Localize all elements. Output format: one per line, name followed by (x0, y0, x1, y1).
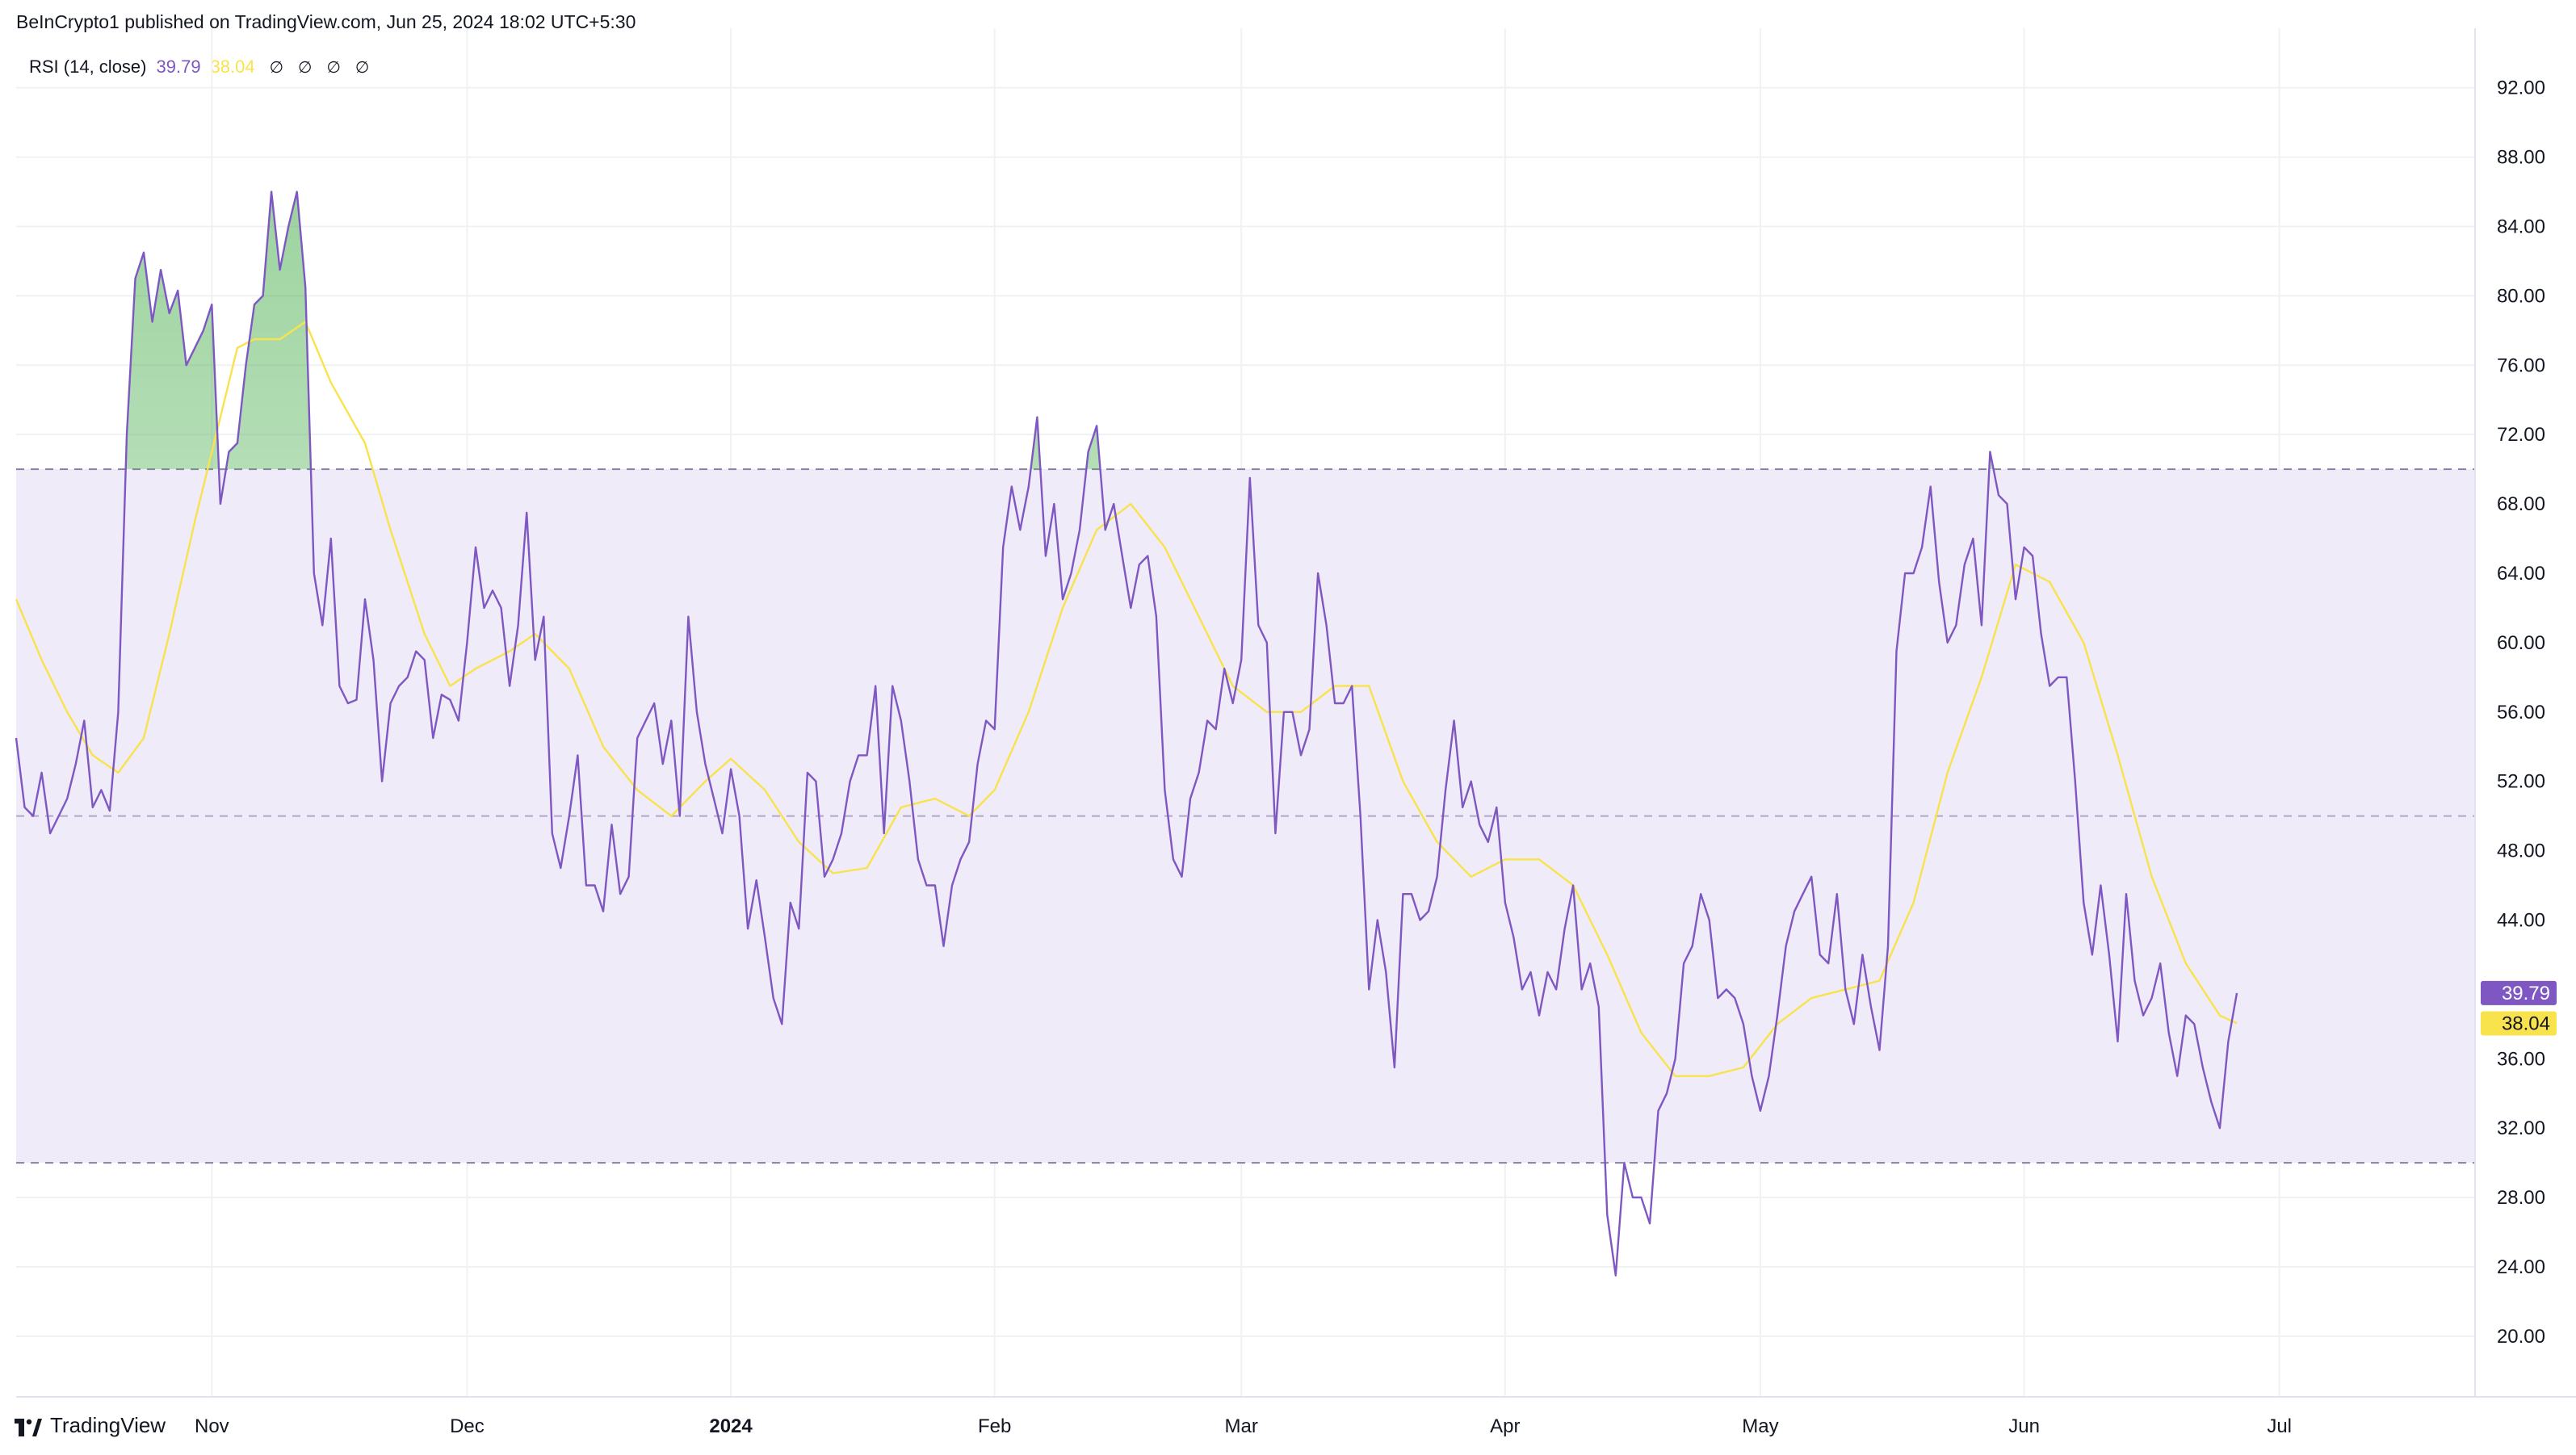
x-tick-label: Jul (2267, 1415, 2292, 1437)
y-tick-label: 68.00 (2497, 493, 2545, 515)
indicator-legend: RSI (14, close) 39.79 38.04 ∅ ∅ ∅ ∅ (29, 57, 369, 78)
y-tick-label: 20.00 (2497, 1326, 2545, 1348)
rsi-line (15, 191, 2238, 1277)
empty-value-icon: ∅ (326, 58, 341, 77)
publisher-line: BeInCrypto1 published on TradingView.com… (16, 11, 636, 32)
y-tick-label: 28.00 (2497, 1187, 2545, 1209)
y-tick-label: 60.00 (2497, 632, 2545, 654)
price-badges: 39.79 38.04 (2481, 980, 2557, 1036)
ma-line (15, 321, 2238, 1077)
y-tick-label: 44.00 (2497, 909, 2545, 931)
y-tick-label: 76.00 (2497, 354, 2545, 376)
x-tick-label: Mar (1225, 1415, 1258, 1437)
series-layer (15, 191, 2238, 1277)
tradingview-logo-icon (15, 1417, 42, 1436)
y-tick-label: 48.00 (2497, 841, 2545, 862)
x-tick-label: Dec (450, 1415, 485, 1437)
y-tick-label: 80.00 (2497, 285, 2545, 307)
ma-value-badge (2481, 1011, 2557, 1036)
y-tick-label: 36.00 (2497, 1048, 2545, 1070)
y-tick-label: 72.00 (2497, 424, 2545, 446)
rsi-value-badge (2481, 980, 2557, 1005)
rsi-badge-text: 39.79 (2502, 983, 2550, 1004)
y-tick-label: 56.00 (2497, 702, 2545, 723)
ma-badge-text: 38.04 (2502, 1013, 2550, 1034)
y-tick-label: 52.00 (2497, 771, 2545, 793)
y-tick-label: 64.00 (2497, 563, 2545, 585)
empty-value-icon: ∅ (298, 58, 313, 77)
brand-name: TradingView (50, 1413, 166, 1437)
indicator-label[interactable]: RSI (14, close) (29, 57, 147, 77)
x-tick-label: 2024 (709, 1415, 753, 1437)
ma-legend-value: 38.04 (210, 57, 255, 77)
empty-value-icon: ∅ (269, 58, 284, 77)
y-tick-label: 32.00 (2497, 1117, 2545, 1139)
x-tick-label: Feb (978, 1415, 1011, 1437)
y-tick-label: 88.00 (2497, 147, 2545, 169)
x-tick-label: Apr (1490, 1415, 1520, 1437)
x-tick-label: Nov (195, 1415, 229, 1437)
y-tick-label: 84.00 (2497, 216, 2545, 237)
rsi-legend-value: 39.79 (156, 57, 201, 77)
x-tick-label: May (1742, 1415, 1778, 1437)
empty-value-icon: ∅ (355, 58, 370, 77)
y-tick-label: 92.00 (2497, 78, 2545, 99)
y-tick-label: 24.00 (2497, 1256, 2545, 1278)
tradingview-brand[interactable]: TradingView (15, 1413, 166, 1438)
x-tick-label: Jun (2008, 1415, 2040, 1437)
